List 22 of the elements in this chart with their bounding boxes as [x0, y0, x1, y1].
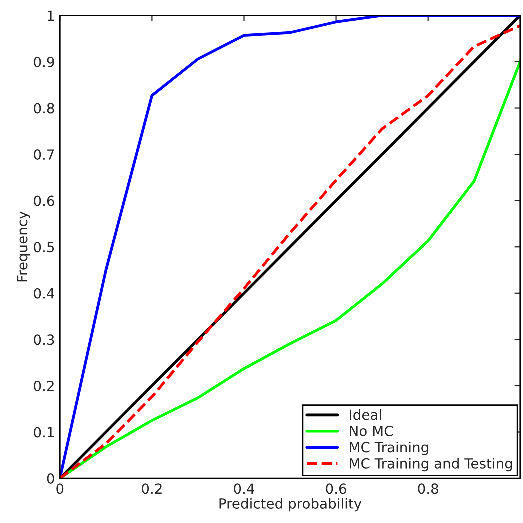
y-tick-label: 0.3 — [34, 334, 54, 346]
y-tick-label: 0.9 — [34, 56, 54, 68]
x-tick-label: 0.4 — [234, 484, 255, 494]
legend-label: Ideal — [350, 410, 382, 420]
y-tick-label: 0.7 — [34, 150, 54, 160]
y-tick-label: 0.6 — [34, 196, 54, 206]
legend-label: MC Training and Testing — [350, 458, 512, 472]
x-axis-title: Predicted probability — [220, 498, 362, 512]
legend-label: No MC — [350, 426, 393, 436]
y-tick-label: 0.4 — [34, 288, 55, 299]
y-axis-title: Frequency — [17, 212, 30, 282]
y-tick-label: 1 — [48, 10, 54, 21]
y-tick-label: 0.2 — [34, 380, 54, 392]
x-tick-label: 0.6 — [326, 484, 346, 494]
x-tick-label: 0.2 — [142, 484, 162, 494]
y-tick-label: 0.8 — [34, 103, 54, 114]
y-tick-label: 0 — [47, 474, 54, 484]
x-tick-label: 0.8 — [418, 484, 438, 494]
y-tick-label: 0.5 — [34, 242, 54, 253]
legend-label: MC Training — [350, 442, 428, 456]
y-tick-label: 0.1 — [34, 427, 54, 438]
x-tick-label: 0 — [56, 484, 64, 494]
